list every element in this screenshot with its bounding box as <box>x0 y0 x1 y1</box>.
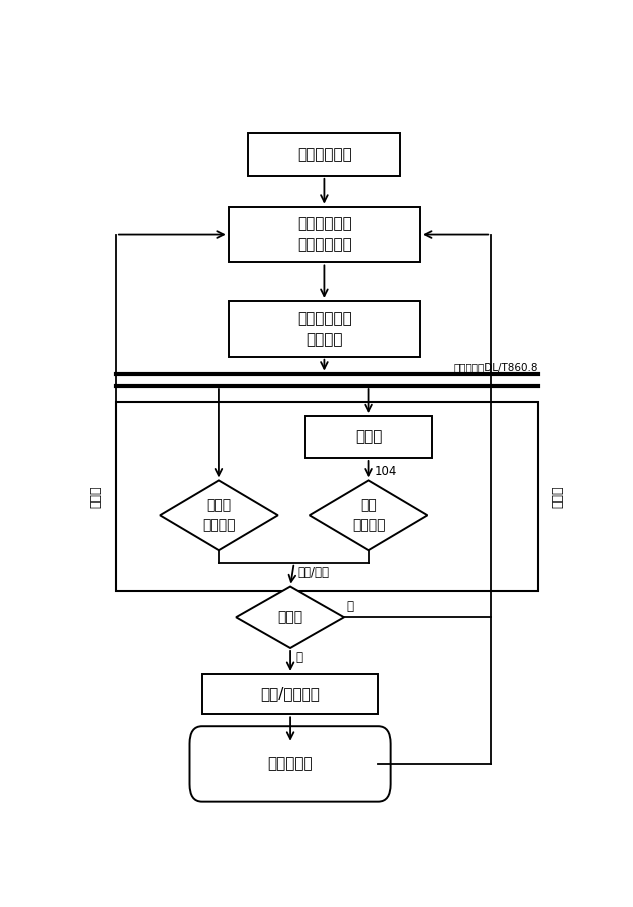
Bar <box>116 374 538 386</box>
FancyBboxPatch shape <box>229 301 420 356</box>
Text: 远传
遥信判断: 远传 遥信判断 <box>352 499 385 532</box>
Text: 合格/超时: 合格/超时 <box>298 566 330 579</box>
FancyBboxPatch shape <box>229 207 420 262</box>
Text: 分析/记录原因: 分析/记录原因 <box>260 687 320 702</box>
Bar <box>116 402 538 590</box>
FancyBboxPatch shape <box>248 132 401 176</box>
FancyBboxPatch shape <box>304 416 432 458</box>
Polygon shape <box>310 481 427 551</box>
Text: 继续下一项: 继续下一项 <box>267 756 313 772</box>
Text: 是: 是 <box>346 600 353 613</box>
Text: 站控层
遥信判断: 站控层 遥信判断 <box>202 499 235 532</box>
Text: 介质层: 介质层 <box>551 485 564 508</box>
Text: 介质层: 介质层 <box>90 485 103 508</box>
Text: 远动机: 远动机 <box>355 430 382 444</box>
Text: 站控层网络DL/T860.8: 站控层网络DL/T860.8 <box>453 362 538 372</box>
Polygon shape <box>236 587 344 648</box>
Text: 智能测控装置
采集处理: 智能测控装置 采集处理 <box>297 311 352 346</box>
Text: 104: 104 <box>375 464 397 478</box>
FancyBboxPatch shape <box>202 674 379 715</box>
Text: 遥信测试方案: 遥信测试方案 <box>297 147 352 161</box>
Text: 均合格: 均合格 <box>277 610 303 624</box>
FancyBboxPatch shape <box>189 727 391 802</box>
Text: 否: 否 <box>295 651 302 664</box>
Text: 信号仿真装置
输出对应遥信: 信号仿真装置 输出对应遥信 <box>297 217 352 252</box>
Polygon shape <box>160 481 278 551</box>
